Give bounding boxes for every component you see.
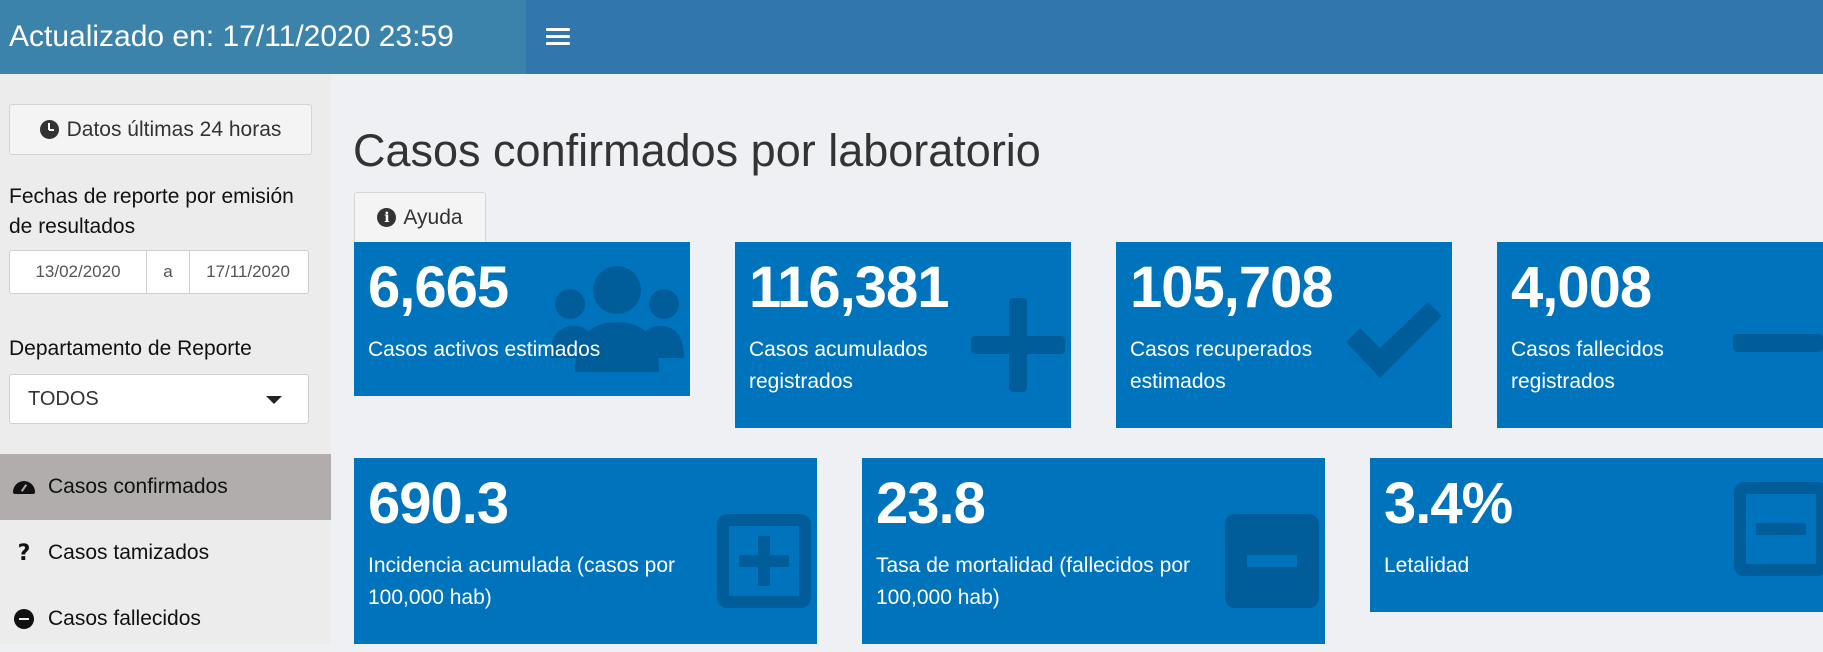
value-box-deceased-cases: 4,008 Casos fallecidos registrados bbox=[1497, 242, 1823, 428]
hamburger-icon[interactable] bbox=[546, 24, 570, 50]
help-tab-label: Ayuda bbox=[403, 205, 463, 229]
department-select[interactable]: TODOS bbox=[9, 374, 309, 424]
updated-timestamp: Actualizado en: 17/11/2020 23:59 bbox=[0, 0, 526, 74]
date-range-label: Fechas de reporte por emisión de resulta… bbox=[9, 185, 294, 238]
value-box-lethality: 3.4% Letalidad bbox=[1370, 458, 1823, 612]
value-box-number: 23.8 bbox=[876, 471, 986, 536]
value-box-mortality-rate: 23.8 Tasa de mortalidad (fallecidos por … bbox=[862, 458, 1325, 644]
caret-down-icon bbox=[266, 396, 282, 404]
minus-square-icon bbox=[1734, 482, 1823, 576]
sidebar: Datos últimas 24 horas Fechas de reporte… bbox=[0, 74, 331, 644]
date-end-input[interactable] bbox=[190, 251, 306, 293]
minus-icon bbox=[1733, 334, 1823, 352]
value-box-number: 4,008 bbox=[1511, 255, 1652, 320]
value-box-incidence: 690.3 Incidencia acumulada (casos por 10… bbox=[354, 458, 817, 644]
date-separator: a bbox=[146, 251, 190, 293]
page-title: Casos confirmados por laboratorio bbox=[353, 125, 1041, 176]
value-box-number: 3.4% bbox=[1384, 471, 1513, 536]
value-box-number: 105,708 bbox=[1130, 255, 1334, 320]
minus-circle-icon bbox=[14, 609, 34, 629]
department-selected-value: TODOS bbox=[28, 387, 99, 410]
date-range-picker: a bbox=[9, 250, 309, 294]
value-box-active-cases: 6,665 Casos activos estimados bbox=[354, 242, 690, 396]
nav-item-casos-fallecidos[interactable]: Casos fallecidos bbox=[0, 586, 331, 652]
nav-item-casos-tamizados[interactable]: ? Casos tamizados bbox=[0, 520, 331, 586]
help-tab[interactable]: i Ayuda bbox=[354, 192, 486, 242]
nav-item-label: Casos confirmados bbox=[48, 475, 228, 498]
date-start-input[interactable] bbox=[10, 251, 146, 293]
minus-square-icon bbox=[1225, 514, 1319, 608]
value-box-label: Incidencia acumulada (casos por 100,000 … bbox=[368, 554, 676, 609]
value-box-label: Casos acumulados registrados bbox=[749, 338, 928, 393]
gauge-icon bbox=[13, 480, 35, 494]
department-label: Departamento de Reporte bbox=[9, 337, 252, 360]
sidebar-nav: Casos confirmados ? Casos tamizados Caso… bbox=[0, 454, 331, 652]
nav-item-label: Casos fallecidos bbox=[48, 607, 201, 630]
plus-square-icon bbox=[717, 514, 811, 608]
value-box-number: 6,665 bbox=[368, 255, 509, 320]
last-24-hours-button[interactable]: Datos últimas 24 horas bbox=[9, 104, 312, 155]
value-box-label: Casos activos estimados bbox=[368, 338, 601, 361]
question-icon: ? bbox=[17, 540, 31, 566]
info-icon: i bbox=[377, 208, 397, 227]
check-icon bbox=[1346, 302, 1442, 378]
value-box-label: Tasa de mortalidad (fallecidos por 100,0… bbox=[876, 554, 1190, 609]
value-box-accumulated-cases: 116,381 Casos acumulados registrados bbox=[735, 242, 1071, 428]
value-box-number: 116,381 bbox=[749, 255, 949, 320]
value-box-label: Letalidad bbox=[1384, 554, 1470, 577]
nav-item-label: Casos tamizados bbox=[48, 541, 210, 564]
nav-item-casos-confirmados[interactable]: Casos confirmados bbox=[0, 454, 331, 520]
value-box-number: 690.3 bbox=[368, 471, 509, 536]
value-box-recovered-cases: 105,708 Casos recuperados estimados bbox=[1116, 242, 1452, 428]
top-header: Actualizado en: 17/11/2020 23:59 bbox=[0, 0, 1823, 74]
last-24-hours-label: Datos últimas 24 horas bbox=[66, 117, 282, 141]
plus-icon bbox=[971, 298, 1065, 392]
value-box-label: Casos fallecidos registrados bbox=[1511, 338, 1664, 393]
users-icon bbox=[550, 266, 684, 372]
clock-icon bbox=[39, 120, 59, 139]
value-box-label: Casos recuperados estimados bbox=[1130, 338, 1313, 393]
